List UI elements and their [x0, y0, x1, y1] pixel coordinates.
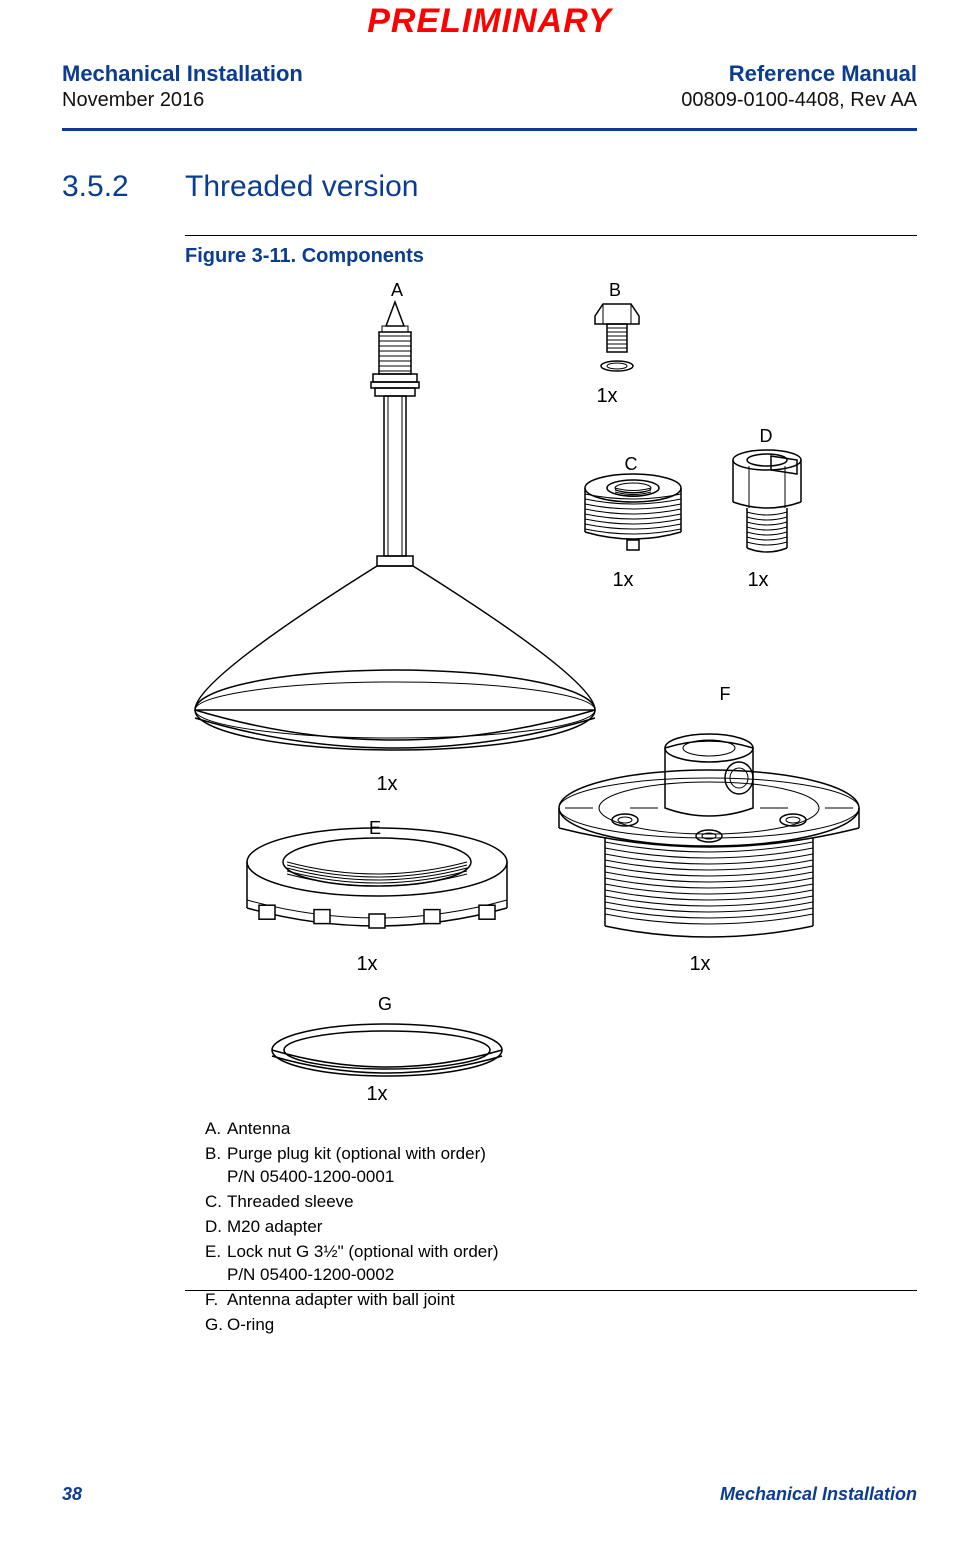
svg-text:1x: 1x: [596, 385, 617, 407]
svg-text:D: D: [760, 426, 773, 446]
legend-text: Lock nut G 3½" (optional with order)P/N …: [227, 1241, 499, 1287]
figure-caption: Figure 3-11. Components: [185, 245, 424, 268]
legend-text: Threaded sleeve: [227, 1191, 354, 1214]
legend-text: Antenna: [227, 1118, 290, 1141]
header-left-sub: November 2016: [62, 88, 303, 113]
svg-text:B: B: [609, 280, 621, 300]
legend-text: Antenna adapter with ball joint: [227, 1289, 455, 1312]
figure-legend: A.AntennaB.Purge plug kit (optional with…: [205, 1118, 859, 1338]
svg-text:1x: 1x: [747, 569, 768, 591]
svg-text:1x: 1x: [366, 1083, 387, 1105]
legend-key: G.: [205, 1314, 227, 1337]
figure-diagram: A1xB1xC1xD1xE1xF1xG1x: [185, 280, 917, 1110]
svg-text:1x: 1x: [612, 569, 633, 591]
legend-row: F.Antenna adapter with ball joint: [205, 1289, 859, 1312]
header-right-sub: 00809-0100-4408, Rev AA: [681, 88, 917, 113]
header-left: Mechanical Installation November 2016: [62, 60, 303, 113]
figure-top-rule: [185, 235, 917, 236]
figure-bottom-rule: [185, 1290, 917, 1291]
page-footer: 38 Mechanical Installation: [62, 1484, 917, 1505]
legend-key: C.: [205, 1191, 227, 1214]
legend-row: A.Antenna: [205, 1118, 859, 1141]
components-svg: A1xB1xC1xD1xE1xF1xG1x: [185, 280, 917, 1110]
legend-key: E.: [205, 1241, 227, 1287]
page-number: 38: [62, 1484, 82, 1505]
legend-row: C.Threaded sleeve: [205, 1191, 859, 1214]
watermark-text: PRELIMINARY: [0, 2, 979, 41]
svg-text:F: F: [720, 684, 731, 704]
page-header: Mechanical Installation November 2016 Re…: [62, 60, 917, 113]
legend-key: F.: [205, 1289, 227, 1312]
legend-row: D.M20 adapter: [205, 1216, 859, 1239]
legend-row: B.Purge plug kit (optional with order)P/…: [205, 1143, 859, 1189]
legend-key: A.: [205, 1118, 227, 1141]
header-left-title: Mechanical Installation: [62, 60, 303, 88]
section-title: Threaded version: [185, 170, 418, 204]
svg-text:A: A: [391, 280, 403, 300]
legend-text: O-ring: [227, 1314, 274, 1337]
svg-text:1x: 1x: [689, 953, 710, 975]
legend-text: M20 adapter: [227, 1216, 322, 1239]
header-right: Reference Manual 00809-0100-4408, Rev AA: [681, 60, 917, 113]
legend-text: Purge plug kit (optional with order)P/N …: [227, 1143, 486, 1189]
svg-text:1x: 1x: [376, 773, 397, 795]
legend-row: G.O-ring: [205, 1314, 859, 1337]
svg-text:C: C: [625, 454, 638, 474]
svg-text:1x: 1x: [356, 953, 377, 975]
header-rule: [62, 128, 917, 131]
section-number: 3.5.2: [62, 170, 129, 204]
legend-key: D.: [205, 1216, 227, 1239]
footer-title: Mechanical Installation: [720, 1484, 917, 1505]
header-right-title: Reference Manual: [681, 60, 917, 88]
legend-row: E.Lock nut G 3½" (optional with order)P/…: [205, 1241, 859, 1287]
svg-text:G: G: [378, 994, 392, 1014]
legend-key: B.: [205, 1143, 227, 1189]
